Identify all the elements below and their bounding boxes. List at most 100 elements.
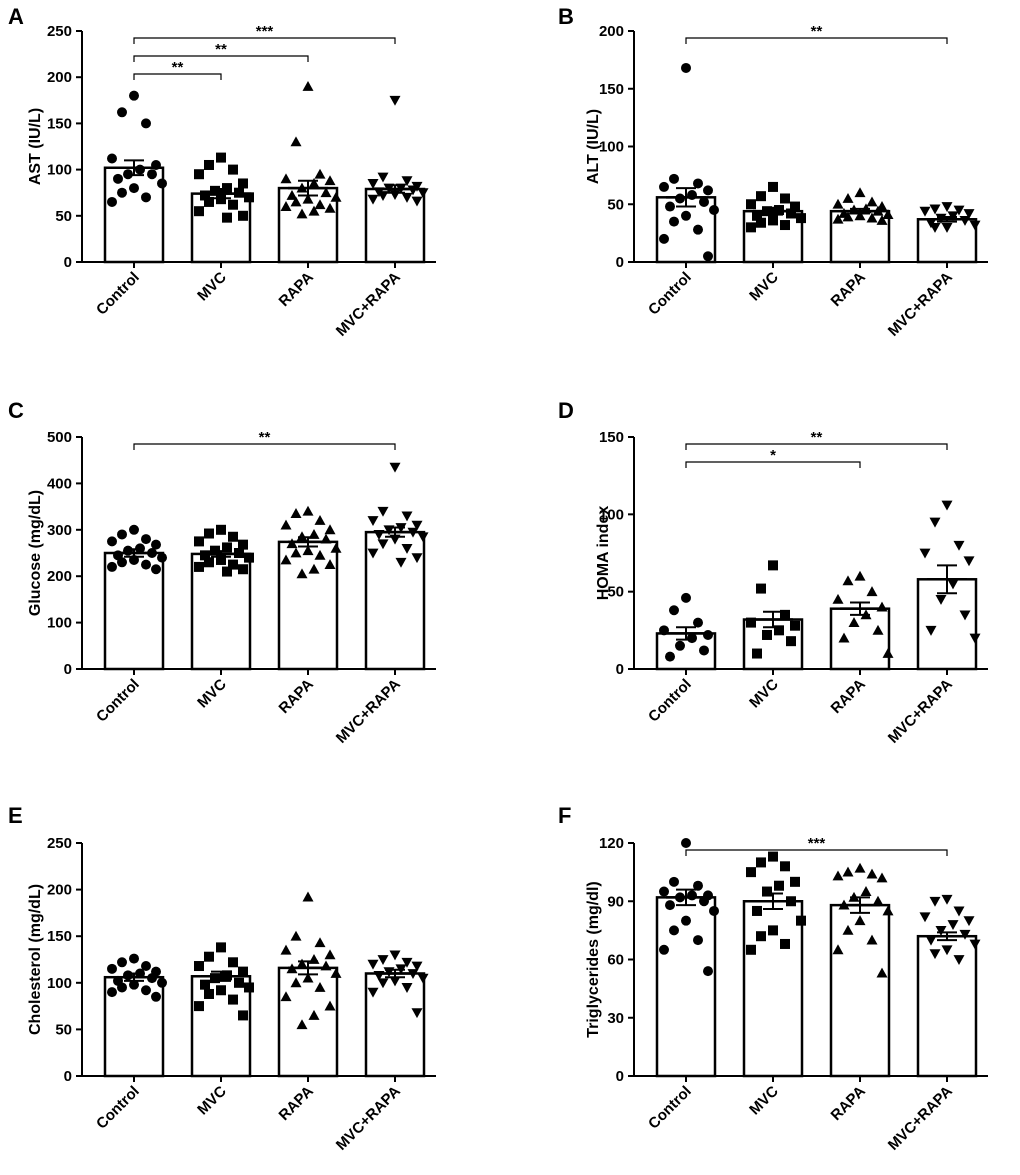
- data-point: [786, 208, 796, 219]
- data-point: [669, 605, 679, 616]
- data-point: [756, 583, 766, 594]
- data-point: [709, 905, 719, 916]
- y-tick-label: 150: [599, 81, 624, 98]
- data-point: [693, 935, 703, 946]
- data-point: [377, 506, 389, 517]
- x-tick-label: MVC+RAPA: [885, 1083, 956, 1154]
- data-point: [832, 944, 844, 955]
- data-point: [296, 531, 308, 542]
- data-point: [367, 194, 379, 205]
- data-point: [703, 251, 713, 262]
- panel-F: F Triglycerides (mg/dl) 0 30 60 90 120 Control M…: [558, 803, 988, 1154]
- data-point: [389, 95, 401, 106]
- significance-label: **: [215, 41, 227, 58]
- significance-label: **: [811, 429, 823, 446]
- data-point: [280, 201, 292, 211]
- data-point: [129, 953, 139, 964]
- data-point: [925, 625, 937, 636]
- x-tick-label: RAPA: [276, 676, 317, 717]
- data-point: [123, 970, 133, 981]
- data-point: [244, 982, 254, 993]
- data-point: [389, 462, 401, 473]
- significance-label: **: [811, 23, 823, 40]
- data-point: [314, 515, 326, 525]
- data-point: [228, 199, 238, 210]
- x-tick-label: RAPA: [828, 676, 869, 717]
- y-axis-label: AST (IU/L): [27, 108, 44, 185]
- data-point: [941, 894, 953, 905]
- data-point: [746, 222, 756, 233]
- y-tick-label: 100: [599, 139, 624, 156]
- significance-bracket: [133, 73, 222, 80]
- data-point: [141, 985, 151, 996]
- data-point: [796, 213, 806, 224]
- x-tick-label: Control: [93, 1083, 143, 1133]
- data-point: [842, 924, 854, 935]
- y-tick-label: 50: [55, 1021, 72, 1038]
- data-point: [395, 557, 407, 568]
- data-point: [204, 557, 214, 568]
- data-point: [929, 896, 941, 907]
- x-tick-label: Control: [645, 269, 695, 319]
- data-point: [314, 549, 326, 560]
- x-tick-label: MVC: [194, 1083, 230, 1119]
- data-point: [330, 542, 342, 553]
- y-axis-label: Cholesterol (mg/dL): [27, 884, 44, 1035]
- data-point: [832, 870, 844, 881]
- data-point: [228, 531, 238, 542]
- data-point: [107, 196, 117, 207]
- data-point: [790, 876, 800, 887]
- data-point: [228, 559, 238, 570]
- bar-rapa: [277, 966, 339, 1078]
- y-tick-label: 50: [607, 584, 624, 601]
- data-point: [681, 62, 691, 73]
- y-axis-label: Triglycerides (mg/dl): [585, 881, 602, 1037]
- data-point: [117, 982, 127, 993]
- data-point: [117, 529, 127, 540]
- data-point: [210, 185, 220, 196]
- data-point: [872, 624, 884, 635]
- data-point: [238, 210, 248, 221]
- data-point: [703, 629, 713, 640]
- data-point: [790, 201, 800, 212]
- data-point: [842, 192, 854, 203]
- data-point: [377, 955, 389, 965]
- y-tick-label: 0: [616, 661, 624, 678]
- data-point: [693, 224, 703, 235]
- data-point: [752, 905, 762, 916]
- data-point: [216, 554, 226, 565]
- data-point: [194, 169, 204, 180]
- data-point: [113, 173, 123, 184]
- significance-label: **: [259, 429, 271, 446]
- data-point: [703, 185, 713, 196]
- data-point: [669, 173, 679, 184]
- data-point: [929, 204, 941, 215]
- data-point: [324, 559, 336, 569]
- bar-rapa: [829, 607, 891, 671]
- data-point: [842, 866, 854, 877]
- data-point: [157, 178, 167, 189]
- data-point: [746, 617, 756, 628]
- data-point: [774, 625, 784, 636]
- bar-control: [103, 551, 165, 671]
- data-point: [107, 561, 117, 572]
- data-point: [866, 196, 878, 207]
- data-point: [296, 208, 308, 219]
- data-point: [141, 118, 151, 129]
- data-point: [665, 651, 675, 662]
- data-point: [681, 838, 691, 848]
- data-point: [129, 90, 139, 101]
- y-tick-label: 0: [64, 1068, 72, 1085]
- x-tick-label: RAPA: [828, 269, 869, 310]
- data-point: [200, 190, 210, 201]
- data-point: [320, 187, 332, 198]
- data-point: [768, 215, 778, 226]
- data-point: [935, 925, 947, 936]
- data-point: [752, 648, 762, 659]
- data-point: [417, 532, 429, 543]
- x-tick-label: MVC+RAPA: [885, 676, 956, 747]
- data-point: [693, 880, 703, 891]
- data-point: [659, 233, 669, 244]
- x-tick-label: MVC+RAPA: [333, 269, 404, 340]
- data-point: [752, 210, 762, 221]
